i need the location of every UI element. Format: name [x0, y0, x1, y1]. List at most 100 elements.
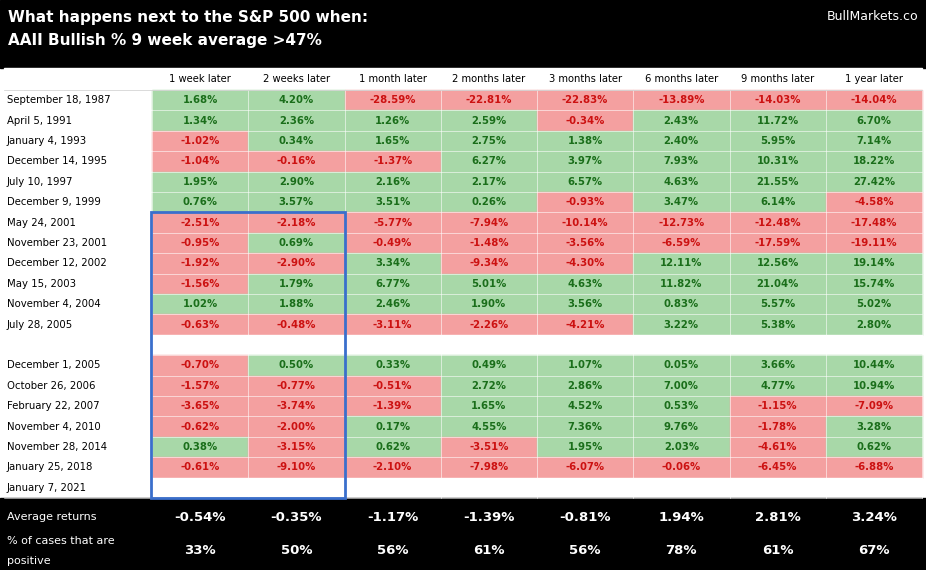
Bar — [4, 192, 152, 213]
Bar — [344, 90, 441, 111]
Bar — [248, 457, 344, 478]
Text: -1.02%: -1.02% — [181, 136, 219, 146]
Bar — [441, 335, 537, 355]
Text: 1.38%: 1.38% — [568, 136, 603, 146]
Text: 3.28%: 3.28% — [857, 422, 892, 431]
Text: 2.36%: 2.36% — [279, 116, 314, 125]
Bar — [730, 213, 826, 233]
Text: -0.81%: -0.81% — [559, 511, 611, 524]
Text: 10.94%: 10.94% — [853, 381, 895, 391]
Bar — [633, 437, 730, 457]
Bar — [4, 213, 152, 233]
Text: 6.77%: 6.77% — [375, 279, 410, 289]
Bar — [152, 151, 248, 172]
Bar — [633, 478, 730, 498]
Text: December 14, 1995: December 14, 1995 — [7, 156, 107, 166]
Text: BullMarkets.co: BullMarkets.co — [826, 10, 918, 23]
Text: 4.52%: 4.52% — [568, 401, 603, 411]
Bar — [633, 111, 730, 131]
Text: 10.44%: 10.44% — [853, 360, 895, 370]
Bar — [633, 355, 730, 376]
Text: July 28, 2005: July 28, 2005 — [7, 320, 73, 329]
Bar — [248, 90, 344, 111]
Text: 3.57%: 3.57% — [279, 197, 314, 207]
Text: 2.81%: 2.81% — [755, 511, 800, 524]
Text: % of cases that are: % of cases that are — [7, 536, 115, 546]
Bar — [537, 274, 633, 294]
Text: Average returns: Average returns — [7, 512, 96, 523]
Text: 15.74%: 15.74% — [853, 279, 895, 289]
Text: 3.66%: 3.66% — [760, 360, 795, 370]
Text: 1.68%: 1.68% — [182, 95, 218, 105]
Text: January 25, 2018: January 25, 2018 — [7, 462, 94, 473]
Text: May 24, 2001: May 24, 2001 — [7, 218, 76, 227]
Text: -1.37%: -1.37% — [373, 156, 412, 166]
Bar — [344, 376, 441, 396]
Bar — [0, 498, 926, 570]
Bar — [826, 192, 922, 213]
Bar — [152, 192, 248, 213]
Text: -6.88%: -6.88% — [854, 462, 894, 473]
Bar — [730, 355, 826, 376]
Bar — [441, 294, 537, 315]
Bar — [633, 131, 730, 151]
Text: -22.83%: -22.83% — [562, 95, 608, 105]
Text: 9.76%: 9.76% — [664, 422, 699, 431]
Text: -1.39%: -1.39% — [463, 511, 515, 524]
Text: -2.51%: -2.51% — [181, 218, 219, 227]
Bar — [730, 457, 826, 478]
Text: -3.56%: -3.56% — [566, 238, 605, 248]
Bar — [730, 172, 826, 192]
Text: 1.95%: 1.95% — [182, 177, 218, 187]
Bar — [248, 111, 344, 131]
Bar — [537, 131, 633, 151]
Bar — [826, 294, 922, 315]
Bar — [4, 376, 152, 396]
Text: 0.62%: 0.62% — [857, 442, 892, 452]
Bar — [633, 151, 730, 172]
Bar — [537, 315, 633, 335]
Bar — [248, 233, 344, 253]
Bar — [152, 315, 248, 335]
Text: -2.90%: -2.90% — [277, 258, 316, 268]
Text: 1.94%: 1.94% — [658, 511, 705, 524]
Text: -2.00%: -2.00% — [277, 422, 316, 431]
Text: 1.88%: 1.88% — [279, 299, 314, 309]
Bar — [633, 315, 730, 335]
Bar — [4, 253, 152, 274]
Bar — [344, 335, 441, 355]
Bar — [344, 172, 441, 192]
Text: 4.55%: 4.55% — [471, 422, 507, 431]
Text: 2.03%: 2.03% — [664, 442, 699, 452]
Text: February 22, 2007: February 22, 2007 — [7, 401, 100, 411]
Bar — [4, 396, 152, 417]
Bar — [826, 376, 922, 396]
Text: -17.59%: -17.59% — [755, 238, 801, 248]
Bar — [248, 131, 344, 151]
Bar — [441, 355, 537, 376]
Bar — [152, 478, 248, 498]
Bar — [633, 417, 730, 437]
Bar — [537, 478, 633, 498]
Text: -3.74%: -3.74% — [277, 401, 316, 411]
Bar — [441, 192, 537, 213]
Bar — [248, 376, 344, 396]
Bar — [730, 233, 826, 253]
Bar — [4, 294, 152, 315]
Text: 27.42%: 27.42% — [853, 177, 895, 187]
Bar — [248, 315, 344, 335]
Bar — [633, 213, 730, 233]
Bar — [0, 0, 926, 68]
Bar — [248, 335, 344, 355]
Text: -0.62%: -0.62% — [181, 422, 219, 431]
Bar — [152, 131, 248, 151]
Bar — [730, 417, 826, 437]
Bar — [4, 274, 152, 294]
Text: 2.40%: 2.40% — [664, 136, 699, 146]
Text: -1.04%: -1.04% — [181, 156, 219, 166]
Bar — [4, 233, 152, 253]
Text: -7.09%: -7.09% — [855, 401, 894, 411]
Text: -28.59%: -28.59% — [369, 95, 416, 105]
Text: -0.16%: -0.16% — [277, 156, 316, 166]
Text: 1 month later: 1 month later — [358, 74, 427, 84]
